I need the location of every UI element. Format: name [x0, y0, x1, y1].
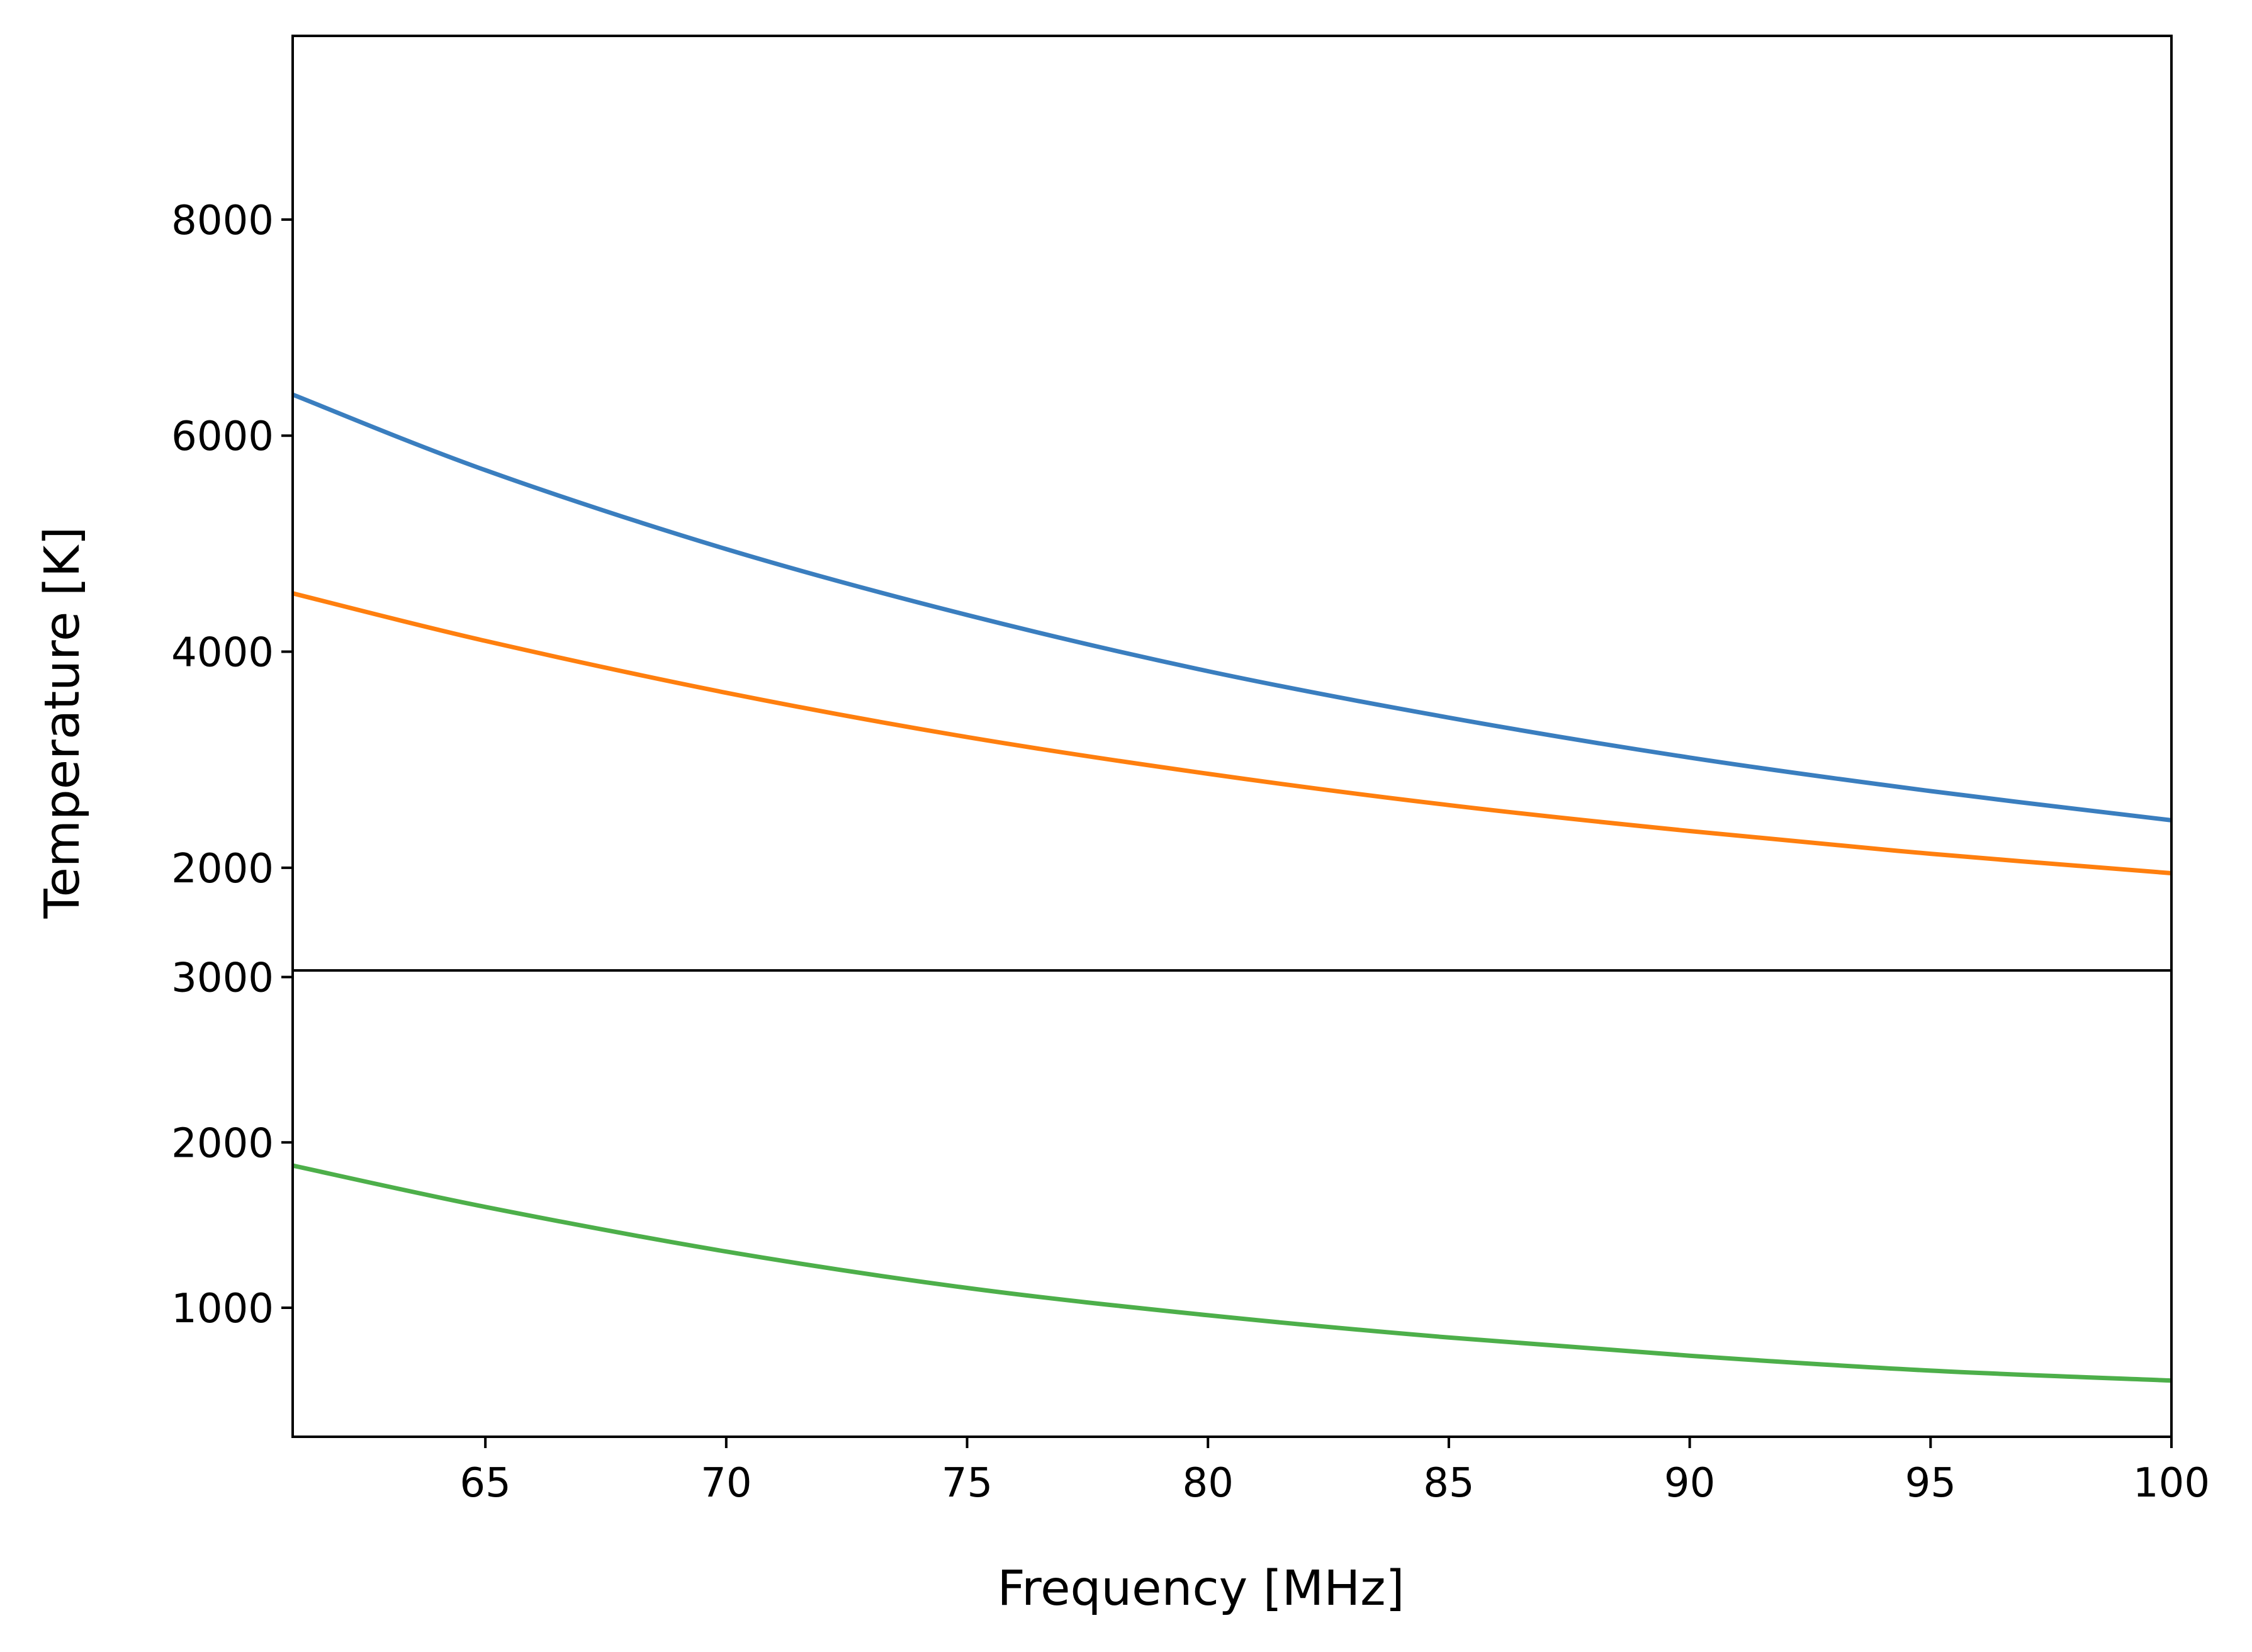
x-tick-label: 70 [701, 1460, 752, 1507]
bottom-frame [291, 969, 2173, 1438]
x-tick-label: 85 [1423, 1460, 1474, 1507]
x-tick-label: 100 [2133, 1460, 2210, 1507]
bottom-y-tick-label: 3000 [171, 955, 274, 1002]
bottom-y-tick-label: 2000 [171, 1120, 274, 1167]
bottom-series-3-line [292, 1163, 2172, 1383]
x-tick-label: 65 [459, 1460, 510, 1507]
x-tick-label: 80 [1183, 1460, 1234, 1507]
x-tick-label: 95 [1905, 1460, 1956, 1507]
bottom-panel: 1000 2000 3000 [171, 955, 2173, 1438]
top-y-tick-label: 8000 [171, 198, 274, 244]
top-panel: 2000 4000 6000 8000 [171, 35, 2173, 972]
x-tick-label: 75 [942, 1460, 993, 1507]
x-tick-label: 90 [1664, 1460, 1715, 1507]
y-axis-label: Temperature [K] [35, 527, 91, 919]
top-y-tick-label: 2000 [171, 846, 274, 892]
x-axis-label: Frequency [MHz] [997, 1561, 1404, 1617]
top-y-tick-label: 4000 [171, 630, 274, 677]
top-series-2-line [292, 591, 2172, 875]
top-y-tick-label: 6000 [171, 413, 274, 460]
bottom-y-tick-label: 1000 [171, 1286, 274, 1332]
top-series-1-line [291, 392, 2172, 823]
x-axis: 65 70 75 80 85 90 95 100 [459, 1437, 2210, 1507]
